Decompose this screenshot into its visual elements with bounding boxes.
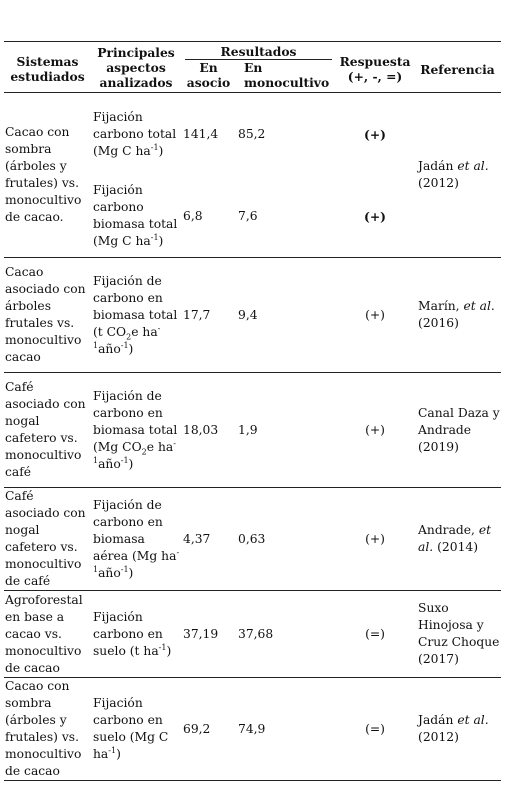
referencia-cell: Jadán et al. (2012)	[414, 677, 502, 781]
sistema-cell: Agroforestal en base a cacao vs. monocul…	[4, 590, 91, 678]
header-principales: Principales aspectos analizados	[91, 41, 181, 93]
aspecto-cell: Fijación de carbono en biomasa total (Mg…	[91, 372, 181, 488]
sistema-cell: Cacao con sombra (árboles y frutales) vs…	[4, 92, 91, 258]
header-respuesta: Respuesta (+, -, =)	[336, 41, 415, 93]
table-row: Fijación carbono biomasa total (Mg C ha-…	[4, 175, 501, 258]
table-row: Cacao asociado con árboles frutales vs. …	[4, 257, 502, 373]
asocio-value: 6,8	[181, 175, 236, 258]
aspecto-cell: Fijación carbono en suelo (t ha-1)	[91, 590, 181, 678]
header-sistemas: Sistemas estudiados	[4, 41, 91, 93]
referencia-cell: Marín, et al. (2016)	[414, 257, 502, 373]
referencia-cell: Jadán et al. (2012)	[414, 92, 502, 258]
asocio-value: 17,7	[181, 257, 236, 373]
respuesta-value: (+)	[364, 126, 386, 142]
sistema-cell: Café asociado con nogal cafetero vs. mon…	[4, 487, 91, 591]
respuesta-value: (+)	[336, 372, 415, 488]
monocultivo-value: 7,6	[236, 175, 337, 258]
table-row: Cacao con sombra (árboles y frutales) vs…	[4, 92, 502, 258]
referencia-cell: Suxo Hinojosa y Cruz Choque (2017)	[414, 590, 502, 678]
asocio-value: 37,19	[181, 590, 236, 678]
sistema-cell: Cacao con sombra (árboles y frutales) vs…	[4, 677, 91, 781]
monocultivo-value: 9,4	[236, 257, 337, 373]
respuesta-value: (+)	[336, 487, 415, 591]
table-row: Agroforestal en base a cacao vs. monocul…	[4, 590, 502, 678]
monocultivo-value: 1,9	[236, 372, 337, 488]
table-row: Café asociado con nogal cafetero vs. mon…	[4, 372, 502, 488]
header-respuesta-line2: (+, -, =)	[347, 69, 403, 84]
respuesta-value: (+)	[336, 257, 415, 373]
asocio-value: 18,03	[181, 372, 236, 488]
header-respuesta-line1: Respuesta	[339, 54, 411, 69]
referencia-cell: Andrade, et al. (2014)	[414, 487, 502, 591]
header-resultados: Resultados	[185, 44, 333, 60]
aspecto-cell: Fijación de carbono en biomasa aérea (Mg…	[91, 487, 181, 591]
header-en-asocio: En asocio	[181, 60, 236, 93]
aspecto-cell: Fijación carbono biomasa total (Mg C ha-…	[91, 175, 181, 258]
sistema-cell: Café asociado con nogal cafetero vs. mon…	[4, 372, 91, 488]
monocultivo-value: 37,68	[236, 590, 337, 678]
asocio-value: 69,2	[181, 677, 236, 781]
asocio-value: 141,4	[183, 126, 219, 141]
aspecto-cell: Fijación de carbono en biomasa total (t …	[91, 257, 181, 373]
referencia-cell: Canal Daza y Andrade (2019)	[414, 372, 502, 488]
carbon-fixation-table-document: Sistemas estudiados Principales aspectos…	[4, 41, 502, 781]
header-en-monocultivo: En monocultivo	[236, 60, 337, 93]
table-row: Café asociado con nogal cafetero vs. mon…	[4, 487, 502, 591]
carbon-fixation-table: Sistemas estudiados Principales aspectos…	[4, 41, 502, 781]
sistema-cell: Cacao asociado con árboles frutales vs. …	[4, 257, 91, 373]
monocultivo-value: 0,63	[236, 487, 337, 591]
header-row-2: En asocio En monocultivo	[4, 60, 501, 93]
asocio-value: 4,37	[181, 487, 236, 591]
header-row-1: Sistemas estudiados Principales aspectos…	[4, 41, 502, 93]
aspecto-cell: Fijación carbono total (Mg C ha-1)	[93, 109, 177, 158]
respuesta-value: (=)	[336, 590, 415, 678]
aspecto-cell: Fijación carbono en suelo (Mg C ha-1)	[91, 677, 181, 781]
header-referencia: Referencia	[414, 41, 502, 93]
respuesta-value: (+)	[336, 175, 415, 258]
monocultivo-value: 85,2	[238, 126, 266, 141]
respuesta-value: (=)	[336, 677, 415, 781]
monocultivo-value: 74,9	[236, 677, 337, 781]
table-row: Cacao con sombra (árboles y frutales) vs…	[4, 677, 502, 781]
